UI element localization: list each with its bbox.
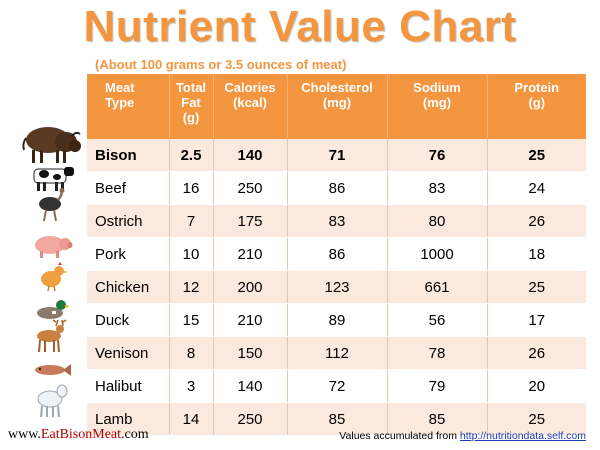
cell-sodium: 78	[387, 336, 488, 370]
cell-cholesterol: 86	[287, 171, 388, 205]
cell-meat: Lamb	[87, 402, 170, 436]
pig-icon	[18, 232, 86, 260]
cell-fat: 8	[169, 336, 214, 370]
source-note: Values accumulated from http://nutrition…	[339, 430, 586, 442]
chart-subtitle: (About 100 grams or 3.5 ounces of meat)	[95, 57, 347, 72]
cell-cholesterol: 72	[287, 369, 388, 403]
nutrient-table: Meat Type Total Fat (g) Calories (kcal) Chol…	[87, 74, 586, 436]
cell-meat: Pork	[87, 237, 170, 271]
table-header-row: Meat Type Total Fat (g) Calories (kcal) Chol…	[87, 74, 586, 139]
cell-cholesterol: 123	[287, 270, 388, 304]
cell-meat: Chicken	[87, 270, 170, 304]
cell-sodium: 1000	[387, 237, 488, 271]
cell-fat: 10	[169, 237, 214, 271]
cell-protein: 17	[487, 303, 586, 337]
cell-sodium: 56	[387, 303, 488, 337]
cell-cholesterol: 112	[287, 336, 388, 370]
bison-icon	[18, 118, 86, 168]
duck-icon	[18, 296, 86, 324]
cell-fat: 15	[169, 303, 214, 337]
cell-protein: 26	[487, 204, 586, 238]
cell-calories: 150	[213, 336, 288, 370]
cell-meat: Ostrich	[87, 204, 170, 238]
cell-fat: 14	[169, 402, 214, 436]
cell-protein: 18	[487, 237, 586, 271]
site-url: www.EatBisonMeat.com	[8, 427, 149, 442]
table-row: Bison 2.5 140 71 76 25	[87, 139, 586, 172]
page-title: Nutrient Value Chart	[83, 2, 517, 51]
header-protein: Protein (g)	[487, 74, 586, 139]
table-row: Pork 10 210 86 1000 18	[87, 237, 586, 271]
cell-fat: 16	[169, 171, 214, 205]
cell-protein: 25	[487, 139, 586, 172]
cell-cholesterol: 85	[287, 402, 388, 436]
cell-meat: Beef	[87, 171, 170, 205]
cell-calories: 210	[213, 303, 288, 337]
cell-cholesterol: 89	[287, 303, 388, 337]
cell-calories: 200	[213, 270, 288, 304]
cell-cholesterol: 71	[287, 139, 388, 172]
cell-fat: 2.5	[169, 139, 214, 172]
table-row: Duck 15 210 89 56 17	[87, 303, 586, 337]
deer-icon	[18, 318, 86, 354]
table-row: Chicken 12 200 123 661 25	[87, 270, 586, 304]
chicken-icon	[18, 262, 86, 292]
table-row: Venison 8 150 112 78 26	[87, 336, 586, 370]
cell-sodium: 83	[387, 171, 488, 205]
cell-protein: 24	[487, 171, 586, 205]
header-meat-type: Meat Type	[87, 74, 170, 139]
cell-meat: Duck	[87, 303, 170, 337]
cell-cholesterol: 83	[287, 204, 388, 238]
cell-fat: 3	[169, 369, 214, 403]
cell-sodium: 85	[387, 402, 488, 436]
cell-meat: Halibut	[87, 369, 170, 403]
cell-fat: 7	[169, 204, 214, 238]
cell-calories: 140	[213, 139, 288, 172]
header-sodium: Sodium (mg)	[387, 74, 488, 139]
cell-protein: 20	[487, 369, 586, 403]
table-row: Lamb 14 250 85 85 25	[87, 402, 586, 436]
cell-calories: 250	[213, 402, 288, 436]
cell-sodium: 79	[387, 369, 488, 403]
source-link[interactable]: http://nutritiondata.self.com	[459, 430, 586, 442]
cell-sodium: 661	[387, 270, 488, 304]
cell-calories: 175	[213, 204, 288, 238]
cow-icon	[18, 164, 86, 192]
cell-protein: 26	[487, 336, 586, 370]
fish-icon	[18, 360, 86, 380]
cell-calories: 210	[213, 237, 288, 271]
header-calories: Calories (kcal)	[213, 74, 288, 139]
ostrich-icon	[18, 188, 86, 222]
cell-protein: 25	[487, 402, 586, 436]
cell-calories: 140	[213, 369, 288, 403]
table-row: Halibut 3 140 72 79 20	[87, 369, 586, 403]
cell-sodium: 80	[387, 204, 488, 238]
table-row: Beef 16 250 86 83 24	[87, 171, 586, 205]
cell-protein: 25	[487, 270, 586, 304]
header-cholesterol: Cholesterol (mg)	[287, 74, 388, 139]
table-row: Ostrich 7 175 83 80 26	[87, 204, 586, 238]
header-total-fat: Total Fat (g)	[169, 74, 214, 139]
cell-cholesterol: 86	[287, 237, 388, 271]
cell-meat: Bison	[87, 139, 170, 172]
cell-calories: 250	[213, 171, 288, 205]
lamb-icon	[18, 382, 86, 418]
cell-meat: Venison	[87, 336, 170, 370]
cell-fat: 12	[169, 270, 214, 304]
cell-sodium: 76	[387, 139, 488, 172]
